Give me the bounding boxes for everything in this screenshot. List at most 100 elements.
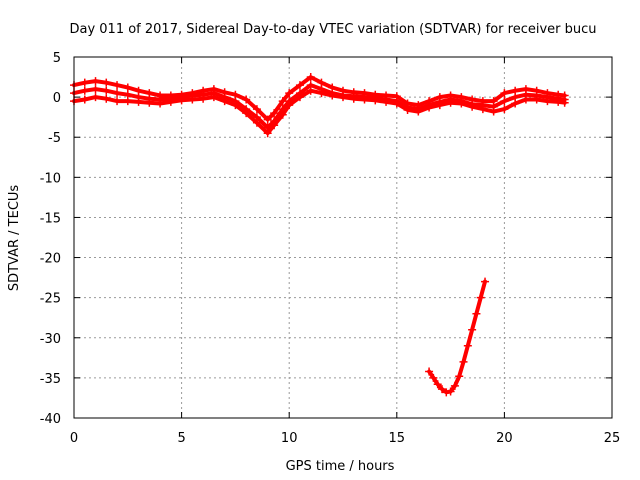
data-point-track-4-13 [481,277,490,286]
series-track-3 [70,86,569,138]
data-point-track-2-3 [102,86,111,95]
y-axis-label: SDTVAR / TECUs [7,185,22,292]
data-point-track-3-44 [532,95,541,104]
data-point-track-4-12 [476,293,485,302]
data-point-track-1-5 [123,83,132,92]
y-tick-label--15: -15 [40,211,61,226]
data-point-track-3-42 [511,99,520,108]
data-point-track-4-0 [425,367,434,376]
data-point-track-3-30 [382,97,391,106]
data-point-track-3-46 [554,97,563,106]
x-tick-label-5: 5 [177,431,185,446]
data-point-track-3-20 [278,110,287,119]
data-point-track-3-19 [270,121,279,130]
data-point-track-3-17 [252,118,261,127]
data-point-track-4-6 [450,381,459,390]
data-point-track-4-3 [437,385,446,394]
data-point-track-4-10 [468,325,477,334]
data-point-track-4-9 [463,341,472,350]
data-point-track-3-33 [414,107,423,116]
data-point-track-4-8 [459,357,468,366]
data-point-track-3-13 [209,93,218,102]
y-tick-label--40: -40 [40,412,61,427]
data-point-track-3-15 [231,101,240,110]
y-tick-label--30: -30 [40,332,61,347]
data-point-track-3-43 [521,95,530,104]
data-point-track-3-25 [328,91,337,100]
data-point-track-3-47 [560,98,569,107]
data-point-track-4-1 [429,373,438,382]
data-point-track-1-16 [242,95,251,104]
series-layer [70,73,569,397]
x-tick-label-10: 10 [281,431,298,446]
series-track-2 [70,81,569,132]
data-point-track-3-1 [80,95,89,104]
chart-title: Day 011 of 2017, Sidereal Day-to-day VTE… [69,22,596,37]
data-point-track-3-18 [263,129,272,138]
data-point-track-2-4 [113,89,122,98]
data-point-track-1-22 [295,81,304,90]
y-tick-label--35: -35 [40,372,61,387]
data-point-track-3-2 [91,93,100,102]
data-point-track-4-7 [455,372,464,381]
y-tick-label--25: -25 [40,292,61,307]
data-point-track-3-29 [371,96,380,105]
data-point-track-3-24 [317,89,326,98]
x-tick-label-20: 20 [496,431,513,446]
data-point-track-1-1 [80,78,89,87]
grid-layer [74,57,612,418]
y-tick-label--5: -5 [48,131,61,146]
data-point-track-3-11 [188,95,197,104]
data-point-track-3-5 [123,97,132,106]
data-point-track-3-27 [349,94,358,103]
data-point-track-3-39 [478,105,487,114]
data-point-track-2-2 [91,85,100,94]
data-point-track-3-14 [220,97,229,106]
data-point-track-3-7 [145,98,154,107]
data-point-track-3-3 [102,94,111,103]
data-point-track-3-45 [543,97,552,106]
x-tick-label-25: 25 [604,431,621,446]
data-point-track-3-4 [113,97,122,106]
data-point-track-3-31 [392,99,401,108]
data-point-track-2-1 [80,86,89,95]
y-tick-label-5: 5 [53,51,61,66]
data-point-track-3-23 [306,86,315,95]
x-axis-label: GPS time / hours [286,459,395,474]
data-point-track-3-16 [242,109,251,118]
data-point-track-3-41 [500,105,509,114]
data-point-track-1-41 [500,89,509,98]
data-point-track-3-22 [295,93,304,102]
data-point-track-4-5 [446,387,455,396]
data-point-track-3-8 [156,99,165,108]
data-point-track-3-28 [360,95,369,104]
data-point-track-2-41 [500,97,509,106]
data-point-track-3-40 [489,107,498,116]
data-point-track-3-36 [446,98,455,107]
data-point-track-3-6 [134,97,143,106]
data-point-track-3-21 [285,101,294,110]
data-point-track-1-23 [306,73,315,82]
data-point-track-1-2 [91,77,100,86]
series-track-4 [425,277,490,397]
data-point-track-3-37 [457,99,466,108]
data-point-track-3-35 [435,101,444,110]
data-point-track-4-11 [472,309,481,318]
data-point-track-4-4 [442,388,451,397]
data-point-track-4-2 [433,380,442,389]
data-point-track-1-3 [102,78,111,87]
tick-layer: 0 5 10 15 20 25 5 0 -5 -10 -15 -20 -25 -30 -35 -40 [40,51,621,446]
y-tick-label--20: -20 [40,252,61,267]
data-point-track-1-17 [252,105,261,114]
data-point-track-1-19 [270,109,279,118]
data-point-track-3-26 [339,93,347,102]
data-point-track-1-21 [285,89,294,98]
data-point-track-3-9 [166,97,175,106]
data-point-track-1-18 [263,115,272,124]
data-point-track-3-10 [177,96,186,105]
data-point-track-3-12 [199,94,208,103]
y-tick-label--10: -10 [40,171,61,186]
x-tick-label-0: 0 [70,431,78,446]
data-point-track-1-4 [113,81,122,90]
